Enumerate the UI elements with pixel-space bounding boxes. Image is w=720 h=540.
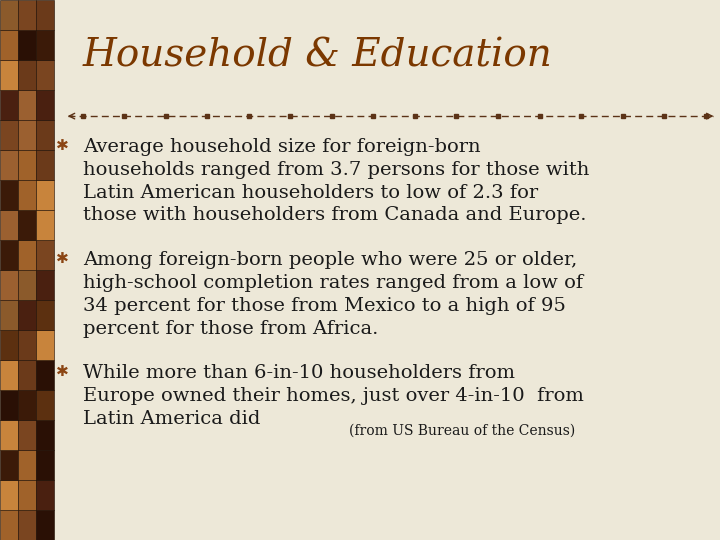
Bar (0, 450, 18, 480)
Bar (0, 90, 18, 120)
Bar (0, 420, 18, 450)
Bar (36, 0, 54, 30)
Bar (36, 450, 54, 480)
Text: ✱: ✱ (56, 138, 69, 153)
Bar (0, 390, 18, 420)
Bar (36, 120, 54, 150)
Bar (18, 270, 36, 300)
Bar (36, 90, 54, 120)
Bar (18, 450, 36, 480)
Bar (36, 180, 54, 210)
Bar (36, 330, 54, 360)
Text: While more than 6-in-10 householders from
Europe owned their homes, just over 4-: While more than 6-in-10 householders fro… (83, 364, 584, 428)
Bar (18, 360, 36, 390)
Bar (36, 210, 54, 240)
Bar (0, 60, 18, 90)
Text: Household & Education: Household & Education (83, 38, 552, 75)
Text: Average household size for foreign-born
households ranged from 3.7 persons for t: Average household size for foreign-born … (83, 138, 589, 225)
Bar (18, 120, 36, 150)
Bar (18, 30, 36, 60)
Text: ✱: ✱ (56, 364, 69, 380)
Bar (0, 300, 18, 330)
Bar (36, 420, 54, 450)
Bar (18, 330, 36, 360)
Text: Among foreign-born people who were 25 or older,
high-school completion rates ran: Among foreign-born people who were 25 or… (83, 251, 583, 338)
Bar (0, 330, 18, 360)
Bar (18, 420, 36, 450)
Bar (18, 480, 36, 510)
Bar (36, 390, 54, 420)
Bar (0, 270, 18, 300)
Bar (0, 210, 18, 240)
Bar (18, 300, 36, 330)
Bar (36, 30, 54, 60)
Bar (18, 240, 36, 270)
Bar (36, 360, 54, 390)
Bar (18, 60, 36, 90)
Text: ✱: ✱ (56, 251, 69, 266)
Bar (0, 120, 18, 150)
Bar (36, 60, 54, 90)
Bar (0, 360, 18, 390)
Bar (36, 480, 54, 510)
Bar (0, 0, 18, 30)
Bar (0, 480, 18, 510)
Bar (36, 300, 54, 330)
Bar (18, 210, 36, 240)
Bar (18, 150, 36, 180)
Bar (18, 510, 36, 540)
Bar (18, 390, 36, 420)
Bar (0, 240, 18, 270)
Bar (0, 510, 18, 540)
Bar (18, 0, 36, 30)
Bar (0, 150, 18, 180)
Bar (0, 180, 18, 210)
Bar (36, 240, 54, 270)
Bar (18, 180, 36, 210)
Bar (36, 270, 54, 300)
Bar (36, 150, 54, 180)
Text: (from US Bureau of the Census): (from US Bureau of the Census) (349, 423, 575, 437)
Bar (18, 90, 36, 120)
Bar (36, 510, 54, 540)
Bar (0, 30, 18, 60)
